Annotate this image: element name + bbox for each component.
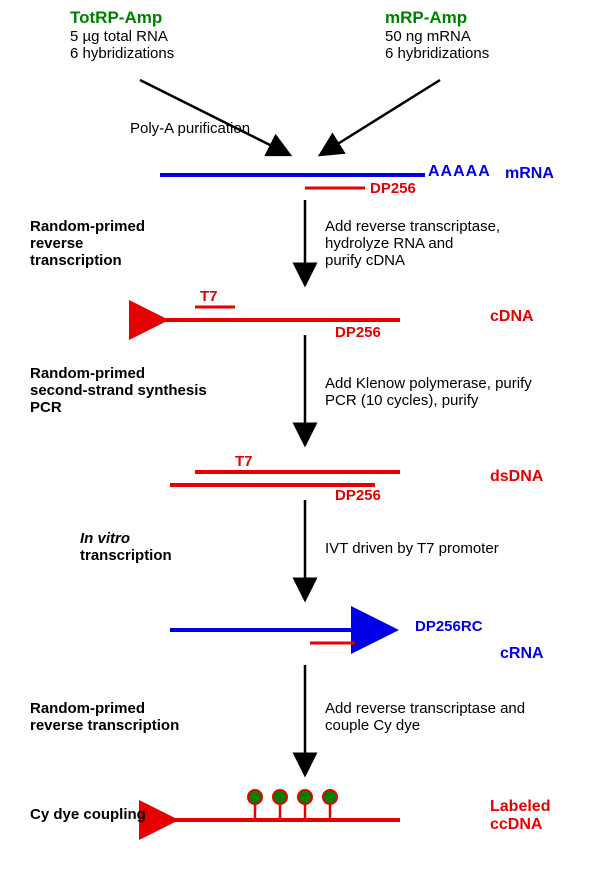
input-right-block: mRP-Amp 50 ng mRNA 6 hybridizations bbox=[385, 8, 489, 62]
step5-left: Cy dye coupling bbox=[30, 806, 146, 823]
polya-label: Poly-A purification bbox=[130, 120, 250, 137]
step2-right: Add Klenow polymerase, purify PCR (10 cy… bbox=[325, 375, 532, 409]
step3-left: In vitro transcription bbox=[80, 530, 172, 564]
step1-left: Random-primed reverse transcription bbox=[30, 218, 145, 269]
mrna-aaaaa: AAAAA bbox=[428, 163, 491, 181]
mrna-primer-label: DP256 bbox=[370, 180, 416, 197]
input-right-line2: 6 hybridizations bbox=[385, 45, 489, 62]
dsdna-product: dsDNA bbox=[490, 468, 543, 486]
crna-primer-label: DP256RC bbox=[415, 618, 483, 635]
cy-dye-lollipops bbox=[248, 790, 337, 820]
dsdna-t7-label: T7 bbox=[235, 453, 253, 470]
input-right-title: mRP-Amp bbox=[385, 8, 489, 28]
step3-left-rest: transcription bbox=[80, 547, 172, 564]
input-arrow-left bbox=[140, 80, 290, 155]
cdna-dp-label: DP256 bbox=[335, 324, 381, 341]
crna-product: cRNA bbox=[500, 645, 544, 663]
step1-right: Add reverse transcriptase, hydrolyze RNA… bbox=[325, 218, 500, 269]
input-left-line2: 6 hybridizations bbox=[70, 45, 174, 62]
ccdna-product: Labeled ccDNA bbox=[490, 798, 550, 834]
mrna-label: mRNA bbox=[505, 165, 554, 183]
dsdna-dp-label: DP256 bbox=[335, 487, 381, 504]
input-left-title: TotRP-Amp bbox=[70, 8, 174, 28]
step4-right: Add reverse transcriptase and couple Cy … bbox=[325, 700, 525, 734]
input-left-line1: 5 µg total RNA bbox=[70, 28, 174, 45]
step2-left: Random-primed second-strand synthesis PC… bbox=[30, 365, 207, 416]
step3-right: IVT driven by T7 promoter bbox=[325, 540, 499, 557]
cdna-t7-label: T7 bbox=[200, 288, 218, 305]
diagram-svg bbox=[0, 0, 600, 880]
step4-left: Random-primed reverse transcription bbox=[30, 700, 179, 734]
input-left-block: TotRP-Amp 5 µg total RNA 6 hybridization… bbox=[70, 8, 174, 62]
input-right-line1: 50 ng mRNA bbox=[385, 28, 489, 45]
step3-left-italic: In vitro bbox=[80, 530, 130, 547]
input-arrow-right bbox=[320, 80, 440, 155]
cdna-product: cDNA bbox=[490, 308, 534, 326]
